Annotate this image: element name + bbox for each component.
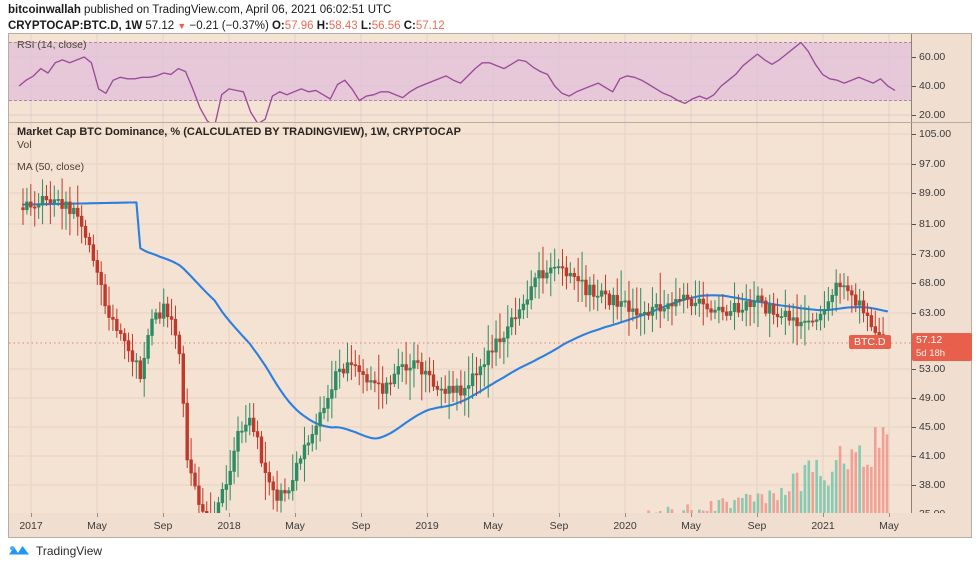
time-tick-mark xyxy=(493,513,494,517)
price-tick-mark xyxy=(912,254,916,255)
time-tick-mark xyxy=(691,513,692,517)
price-tick-mark xyxy=(912,313,916,314)
price-tick-label: 53.00 xyxy=(919,363,946,375)
price-change: −0.21 (−0.37%) xyxy=(189,20,269,32)
price-tick-mark xyxy=(912,369,916,370)
price-tick-label: 63.00 xyxy=(919,307,946,319)
time-tick-label: Sep xyxy=(747,520,767,532)
rsi-tick-mark xyxy=(912,86,916,87)
down-arrow-icon: ▼ xyxy=(177,21,187,31)
price-tick-mark xyxy=(912,193,916,194)
price-tick-mark xyxy=(912,398,916,399)
rsi-legend: RSI (14, close) xyxy=(17,39,87,51)
rsi-tick-label: 40.00 xyxy=(919,80,946,92)
time-tick-label: Sep xyxy=(153,520,173,532)
price-badge-countdown: 5d 18h xyxy=(916,348,946,359)
main-title-legend: Market Cap BTC Dominance, % (CALCULATED … xyxy=(17,126,461,138)
header-quote-line: CRYPTOCAP:BTC.D, 1W 57.12 ▼ −0.21 (−0.37… xyxy=(8,19,445,34)
pane-separator xyxy=(9,122,971,123)
time-tick-mark xyxy=(427,513,428,517)
low-label: L: xyxy=(360,20,372,32)
price-badge-tag: BTC.D xyxy=(849,335,891,349)
symbol-label: CRYPTOCAP:BTC.D, xyxy=(8,20,122,32)
main-price-scale[interactable]: 105.00 97.00 89.00 81.00 73.00 68.00 63.00 53.0… xyxy=(911,123,971,537)
time-tick-mark xyxy=(97,513,98,517)
footer-brand: TradingView xyxy=(36,544,103,558)
high-value: 58.43 xyxy=(328,20,358,32)
open-label: O: xyxy=(271,20,285,32)
published-prefix: published on TradingView.com, xyxy=(84,4,244,16)
chart-frame[interactable]: RSI (14, close) 60.00 40.00 20.00 Market C… xyxy=(8,33,972,538)
time-tick-label: May xyxy=(285,520,305,532)
price-tick-label: 45.00 xyxy=(919,421,946,433)
close-label: C: xyxy=(403,20,416,32)
price-tick-label: 89.00 xyxy=(919,187,946,199)
price-tick-mark xyxy=(912,224,916,225)
time-tick-mark xyxy=(559,513,560,517)
low-value: 56.56 xyxy=(371,20,401,32)
price-tick-mark xyxy=(912,164,916,165)
price-tick-label: 105.00 xyxy=(919,128,952,140)
time-tick-label: 2018 xyxy=(217,520,241,532)
author-name: bitcoinwallah xyxy=(8,4,81,16)
price-tick-label: 81.00 xyxy=(919,218,946,230)
rsi-pane[interactable]: RSI (14, close) 60.00 40.00 20.00 xyxy=(9,34,971,122)
time-tick-label: 2021 xyxy=(811,520,835,532)
close-value: 57.12 xyxy=(415,20,445,32)
time-tick-mark xyxy=(163,513,164,517)
price-tick-mark xyxy=(912,485,916,486)
price-tick-label: 73.00 xyxy=(919,248,946,260)
time-tick-mark xyxy=(889,513,890,517)
time-tick-label: May xyxy=(681,520,701,532)
time-tick-mark xyxy=(757,513,758,517)
volume-legend: Vol xyxy=(17,139,32,151)
price-tick-label: 68.00 xyxy=(919,277,946,289)
price-tick-label: 97.00 xyxy=(919,158,946,170)
time-tick-label: 2020 xyxy=(613,520,637,532)
header-publish-line: bitcoinwallah published on TradingView.c… xyxy=(8,3,445,18)
time-tick-label: 2017 xyxy=(19,520,43,532)
price-tick-mark xyxy=(912,134,916,135)
time-tick-label: Sep xyxy=(549,520,569,532)
time-tick-mark xyxy=(823,513,824,517)
price-badge-price: 57.12 xyxy=(916,334,943,346)
ma-legend: MA (50, close) xyxy=(17,161,85,173)
published-date: April 06, 2021 06:02:51 UTC xyxy=(245,4,392,16)
rsi-tick-label: 20.00 xyxy=(919,109,946,121)
time-tick-mark xyxy=(31,513,32,517)
time-tick-mark xyxy=(361,513,362,517)
open-value: 57.96 xyxy=(284,20,314,32)
price-tick-mark xyxy=(912,456,916,457)
footer: TradingView xyxy=(8,543,102,559)
tradingview-logo-icon xyxy=(9,546,29,555)
price-tick-label: 41.00 xyxy=(919,450,946,462)
time-tick-label: May xyxy=(879,520,899,532)
time-tick-label: May xyxy=(483,520,503,532)
time-tick-label: Sep xyxy=(351,520,371,532)
time-tick-mark xyxy=(229,513,230,517)
price-badge-value[interactable]: 57.12 5d 18h xyxy=(912,333,972,361)
time-tick-mark xyxy=(625,513,626,517)
price-tick-mark xyxy=(912,283,916,284)
time-tick-label: May xyxy=(87,520,107,532)
interval-label: 1W xyxy=(124,20,143,32)
high-label: H: xyxy=(316,20,329,32)
rsi-plot xyxy=(9,34,911,122)
last-price: 57.12 xyxy=(145,20,175,32)
price-tick-mark xyxy=(912,427,916,428)
rsi-tick-label: 60.00 xyxy=(919,51,946,63)
price-tick-label: 38.00 xyxy=(919,479,946,491)
chart-header: bitcoinwallah published on TradingView.c… xyxy=(8,3,445,34)
rsi-tick-mark xyxy=(912,57,916,58)
price-plot xyxy=(9,123,911,537)
time-tick-mark xyxy=(295,513,296,517)
rsi-price-scale[interactable]: 60.00 40.00 20.00 xyxy=(911,34,971,122)
rsi-tick-mark xyxy=(912,115,916,116)
main-pane[interactable]: Market Cap BTC Dominance, % (CALCULATED … xyxy=(9,123,971,537)
time-tick-label: 2019 xyxy=(415,520,439,532)
time-scale[interactable]: 2017 May Sep 2018 May Sep 2019 May Sep 2020 May Sep… xyxy=(8,513,972,538)
price-tick-label: 49.00 xyxy=(919,392,946,404)
